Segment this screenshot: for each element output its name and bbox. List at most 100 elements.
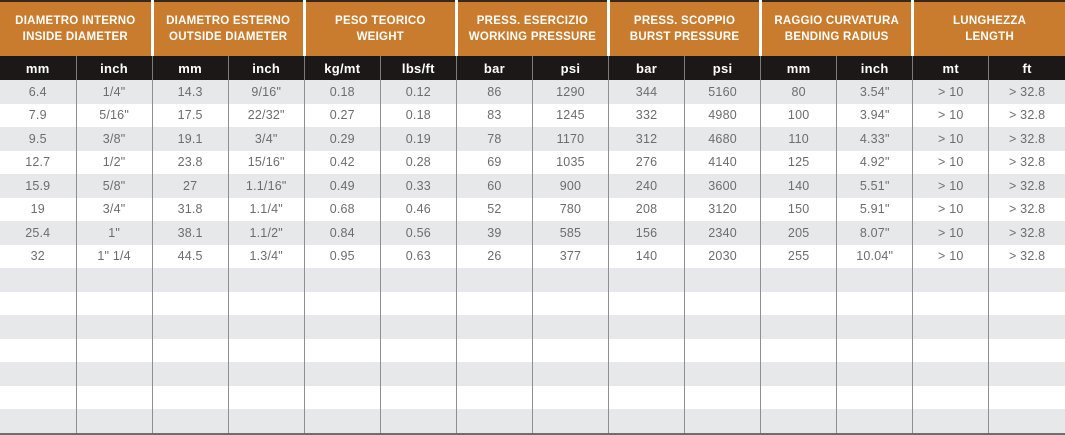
- cell: [227, 385, 305, 409]
- table-row: 6.4 1/4" 14.3 9/16" 0.18 0.12 86 1290 344 5160 80 3…: [0, 80, 1065, 104]
- cell: > 10: [912, 174, 989, 198]
- cell: 4.33": [836, 127, 913, 151]
- cell: > 32.8: [988, 197, 1065, 221]
- cell: [0, 409, 76, 433]
- group-header-working-pressure: PRESS. ESERCIZIO WORKING PRESSURE: [454, 0, 609, 56]
- cell: 900: [531, 174, 609, 198]
- cell: [151, 362, 229, 386]
- cell: [303, 385, 381, 409]
- group-label-it: PRESS. SCOPPIO: [633, 14, 736, 27]
- cell: 1.1/16": [227, 174, 305, 198]
- cell: [607, 385, 685, 409]
- cell: 7.9: [28, 108, 47, 123]
- cell: 19.1: [151, 127, 229, 151]
- cell: [455, 362, 533, 386]
- cell: 3120: [684, 197, 761, 221]
- table-row: 19 3/4" 31.8 1.1/4" 0.68 0.46 52 780 208 3120 150 5…: [0, 197, 1065, 221]
- cell: 0.68: [303, 197, 381, 221]
- unit-header: psi: [531, 56, 609, 80]
- cell: [455, 409, 533, 433]
- cell: [151, 291, 229, 315]
- cell: 0.18: [303, 80, 381, 104]
- cell: 3/8": [75, 127, 153, 151]
- cell: 31.8: [151, 197, 229, 221]
- cell: [227, 409, 305, 433]
- cell: 150: [760, 197, 837, 221]
- cell: [379, 385, 457, 409]
- cell: 4980: [684, 103, 761, 127]
- cell: 83: [455, 103, 533, 127]
- group-header-bending-radius: RAGGIO CURVATURA BENDING RADIUS: [759, 0, 913, 56]
- cell: 4680: [684, 127, 761, 151]
- table-row: 9.5 3/8" 19.1 3/4" 0.29 0.19 78 1170 312 4680 110 4…: [0, 127, 1065, 151]
- cell: [0, 362, 76, 386]
- cell: 2030: [684, 244, 761, 268]
- cell: 1.1/2": [227, 221, 305, 245]
- cell: 5160: [684, 80, 761, 104]
- group-label-en: LENGTH: [965, 31, 1015, 43]
- cell: 240: [607, 174, 685, 198]
- table-row: 15.9 5/8" 27 1.1/16" 0.49 0.33 60 900 240 3600 140…: [0, 174, 1065, 198]
- cell: [912, 268, 989, 292]
- table-row: 32 1" 1/4 44.5 1.3/4" 0.95 0.63 26 377 140 2030 25…: [0, 244, 1065, 268]
- cell: 44.5: [151, 244, 229, 268]
- cell: 0.19: [379, 127, 457, 151]
- cell: 1": [75, 221, 153, 245]
- cell: [607, 362, 685, 386]
- group-label-it: PRESS. ESERCIZIO: [476, 14, 589, 27]
- cell: [151, 385, 229, 409]
- cell: [227, 338, 305, 362]
- cell: [836, 338, 913, 362]
- empty-row: [0, 362, 1065, 386]
- cell: 10.04": [836, 244, 913, 268]
- cell: 255: [760, 244, 837, 268]
- cell: 80: [760, 80, 837, 104]
- cell: [379, 362, 457, 386]
- cell: 12.7: [25, 155, 51, 170]
- cell: 1.3/4": [227, 244, 305, 268]
- cell: [912, 315, 989, 339]
- cell: 0.33: [379, 174, 457, 198]
- cell: 332: [607, 103, 685, 127]
- cell: 3.94": [836, 103, 913, 127]
- cell: [0, 315, 76, 339]
- cell: [379, 315, 457, 339]
- cell: [151, 338, 229, 362]
- cell: 140: [760, 174, 837, 198]
- cell: 780: [531, 197, 609, 221]
- group-label-en: OUTSIDE DIAMETER: [169, 31, 288, 43]
- cell: [379, 291, 457, 315]
- group-label-it: DIAMETRO INTERNO: [15, 14, 136, 27]
- cell: > 32.8: [988, 150, 1065, 174]
- unit-header: mm: [760, 56, 837, 80]
- cell: > 32.8: [988, 174, 1065, 198]
- cell: 156: [607, 221, 685, 245]
- cell: 0.29: [303, 127, 381, 151]
- empty-row: [0, 291, 1065, 316]
- cell: [0, 292, 76, 316]
- cell: 312: [607, 127, 685, 151]
- cell: [836, 291, 913, 315]
- cell: [531, 409, 609, 433]
- cell: [455, 338, 533, 362]
- cell: 1/4": [75, 80, 153, 104]
- cell: 4.92": [836, 150, 913, 174]
- cell: [988, 268, 1065, 292]
- cell: 2340: [684, 221, 761, 245]
- cell: [607, 409, 685, 433]
- cell: 276: [607, 150, 685, 174]
- cell: [760, 315, 837, 339]
- cell: 3/4": [75, 197, 153, 221]
- cell: 8.07": [836, 221, 913, 245]
- cell: [684, 409, 761, 433]
- group-header-burst-pressure: PRESS. SCOPPIO BURST PRESSURE: [606, 0, 761, 56]
- cell: 0.49: [303, 174, 381, 198]
- cell: > 10: [912, 197, 989, 221]
- cell: 60: [455, 174, 533, 198]
- cell: 110: [760, 127, 837, 151]
- unit-header: ft: [988, 56, 1065, 80]
- cell: [303, 268, 381, 292]
- cell: 5.51": [836, 174, 913, 198]
